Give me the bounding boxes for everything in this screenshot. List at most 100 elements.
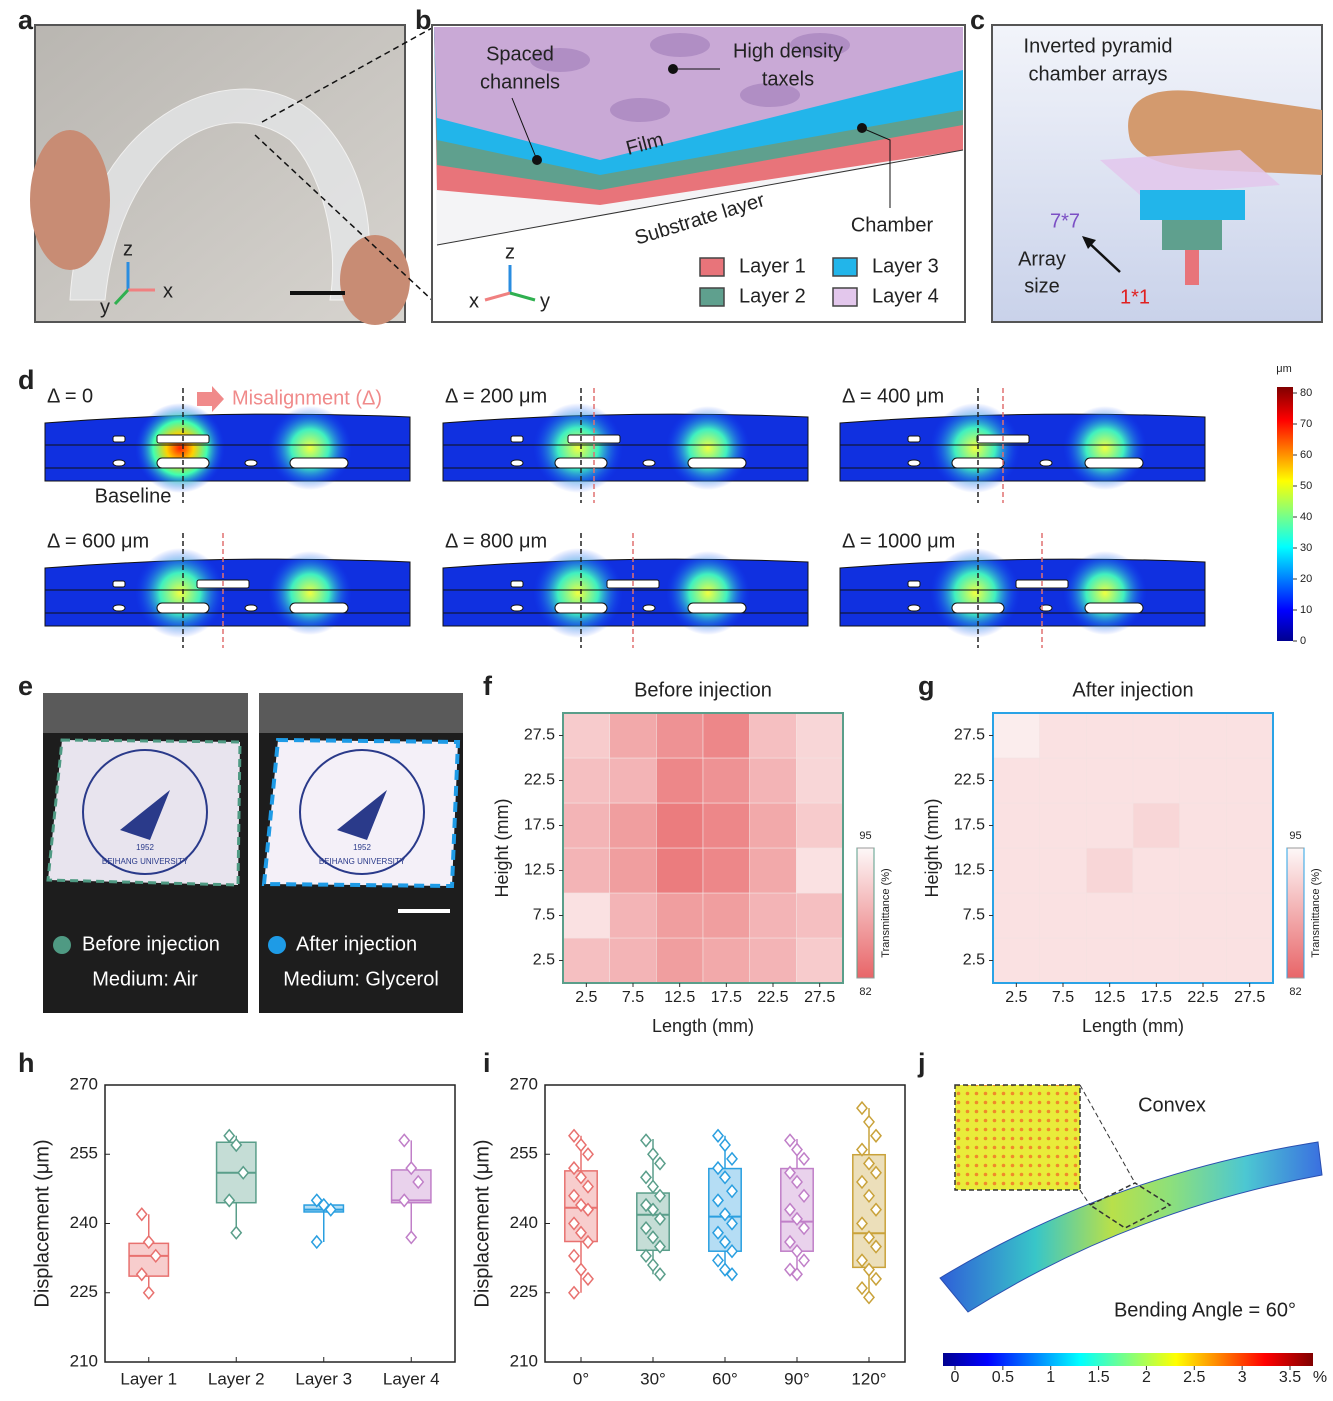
heatmap-cell (609, 802, 657, 849)
stress-hotspot (268, 551, 352, 635)
panel-b: Spaced channels High density taxels Film… (431, 24, 966, 323)
data-point (582, 1179, 594, 1194)
y-tick-label: 12.5 (954, 862, 985, 879)
array-layer (1140, 190, 1245, 220)
data-point (223, 1193, 236, 1208)
colorbar-tick-label: 70 (1300, 418, 1312, 430)
arrow-head (1082, 236, 1096, 249)
axis-label: z (505, 241, 515, 263)
heatmap-cell (702, 757, 750, 804)
stress-hotspot (930, 548, 1020, 638)
photo-edge (43, 693, 248, 733)
colorbar-tick-label: 40 (1300, 511, 1312, 523)
x-tick-label: 17.5 (1141, 989, 1172, 1006)
legend-label: Layer 4 (872, 285, 939, 307)
heatmap-cell (609, 892, 657, 939)
chamber (510, 459, 524, 467)
case-label: Δ = 600 μm (47, 530, 149, 552)
data-point (223, 1128, 236, 1143)
colorbar-tick-label: 0 (1300, 635, 1306, 647)
panel-frame (991, 24, 1323, 323)
chamber (244, 459, 258, 467)
heatmap-cell (1226, 757, 1274, 804)
finger (340, 235, 410, 325)
colorbar-tick-label: 30 (1300, 542, 1312, 554)
heatmap-cell (562, 937, 610, 984)
chamber (510, 435, 524, 443)
taxel (530, 48, 590, 72)
chamber (687, 602, 747, 614)
heatmap-cell (749, 802, 797, 849)
sim-domain (839, 558, 1206, 627)
label: 7*7 (1050, 210, 1080, 232)
data-point (568, 1248, 580, 1263)
annotation: Baseline (95, 485, 172, 507)
heatmap-cell (1039, 937, 1087, 984)
stress-hotspot (666, 551, 750, 635)
data-point (791, 1244, 803, 1259)
colorbar-tick-label: 0 (951, 1369, 960, 1386)
y-axis-label: Height (mm) (492, 798, 512, 897)
x-tick-label: 22.5 (757, 989, 788, 1006)
panel-label: d (18, 365, 35, 395)
y-tick-label: 270 (70, 1074, 98, 1093)
y-axis-label: Displacement (μm) (31, 1139, 53, 1307)
panel-label: f (483, 671, 493, 701)
chamber (642, 604, 656, 612)
data-point (784, 1133, 796, 1148)
array-layer (1162, 220, 1222, 250)
data-point (412, 1174, 425, 1190)
colorbar-tick-label: 95 (859, 830, 871, 842)
heatmap-cell (1132, 937, 1180, 984)
heatmap-cell (749, 757, 797, 804)
data-point (856, 1253, 868, 1268)
data-point (568, 1188, 580, 1203)
annotation: Misalignment (Δ) (232, 387, 382, 409)
colorbar-unit: % (1313, 1369, 1327, 1386)
pointer (511, 97, 538, 161)
case-label: Δ = 800 μm (445, 530, 547, 552)
stress-hotspot (930, 403, 1020, 493)
x-tick-label: 30° (640, 1369, 666, 1388)
x-tick-label: 12.5 (664, 989, 695, 1006)
data-point (863, 1230, 875, 1245)
x-tick-label: Layer 3 (295, 1369, 352, 1388)
data-point (870, 1128, 882, 1143)
data-point (712, 1193, 724, 1208)
heatmap-cell (656, 847, 704, 894)
heatmap-cell (1086, 712, 1134, 759)
colorbar-label: Transmittance (%) (880, 868, 892, 957)
colorbar-tick-label: 3 (1238, 1369, 1247, 1386)
x-tick-label: 120° (851, 1369, 886, 1388)
chamber (907, 580, 921, 588)
label: Inverted pyramid (1024, 35, 1173, 57)
heatmap-cell (1132, 802, 1180, 849)
chamber (907, 604, 921, 612)
chart-title: After injection (1072, 679, 1193, 701)
colorbar-tick-label: 0.5 (992, 1369, 1014, 1386)
heatmap-cell (1086, 847, 1134, 894)
heatmap-cell (609, 757, 657, 804)
y-tick-label: 210 (70, 1351, 98, 1370)
colorbar-tick-label: 3.5 (1279, 1369, 1301, 1386)
y-tick-label: 27.5 (524, 727, 555, 744)
colorbar-tick-label: 95 (1289, 830, 1301, 842)
data-point (575, 1225, 587, 1240)
colorbar-tick-label: 2.5 (1183, 1369, 1205, 1386)
colorbar-tick-label: 60 (1300, 449, 1312, 461)
y-tick-label: 225 (510, 1282, 538, 1301)
heatmap-cell (1086, 757, 1134, 804)
photo-edge (259, 693, 463, 733)
y-tick-label: 22.5 (954, 772, 985, 789)
colorbar-tick-label: 50 (1300, 480, 1312, 492)
stress-hotspot (533, 403, 623, 493)
chamber (289, 602, 349, 614)
heatmap-cell (702, 847, 750, 894)
chamber (907, 435, 921, 443)
axis-label: x (469, 290, 479, 312)
y-tick-label: 27.5 (954, 727, 985, 744)
data-point (719, 1234, 731, 1250)
taxel (790, 33, 850, 57)
data-point (712, 1253, 724, 1268)
heatmap-cell (796, 802, 844, 849)
